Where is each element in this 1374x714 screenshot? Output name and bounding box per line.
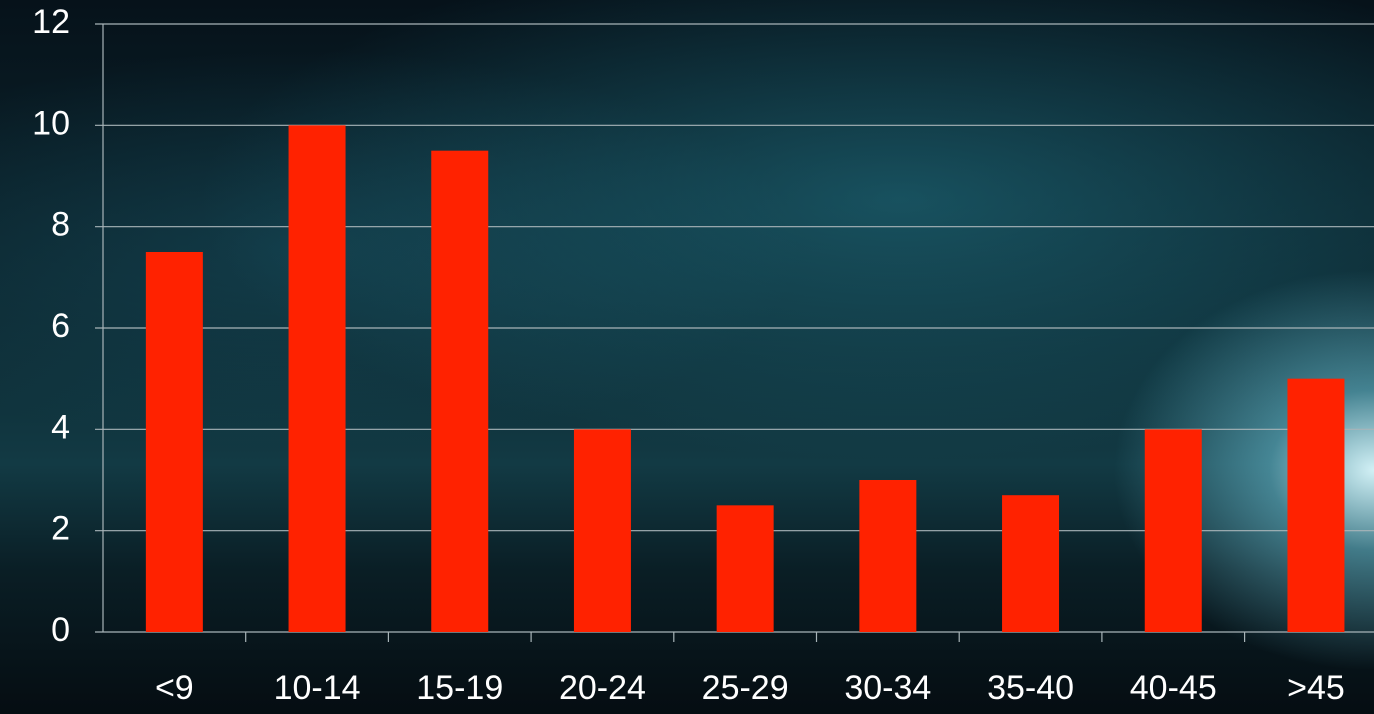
x-tick-label: 15-19 bbox=[416, 669, 503, 707]
y-tick-label: 0 bbox=[51, 611, 70, 649]
bar bbox=[716, 505, 774, 632]
x-tick-label: 10-14 bbox=[274, 669, 361, 707]
bar bbox=[859, 480, 917, 632]
x-tick-label: 40-45 bbox=[1130, 669, 1217, 707]
bar bbox=[1144, 429, 1202, 632]
y-tick-label: 8 bbox=[51, 206, 70, 244]
y-tick-label: 2 bbox=[51, 510, 70, 548]
x-tick-label: 30-34 bbox=[844, 669, 931, 707]
bar bbox=[1287, 378, 1345, 632]
y-tick-label: 4 bbox=[51, 408, 70, 446]
x-tick-label: 20-24 bbox=[559, 669, 646, 707]
x-tick-label: 35-40 bbox=[987, 669, 1074, 707]
bar bbox=[145, 252, 203, 632]
x-tick-label: 25-29 bbox=[702, 669, 789, 707]
bar bbox=[431, 150, 489, 632]
y-tick-label: 6 bbox=[51, 307, 70, 345]
y-tick-label: 12 bbox=[32, 3, 70, 41]
bar bbox=[1002, 495, 1060, 632]
x-tick-label: <9 bbox=[155, 669, 194, 707]
bar bbox=[288, 125, 346, 632]
y-tick-label: 10 bbox=[32, 104, 70, 142]
bar bbox=[573, 429, 631, 632]
x-tick-label: >45 bbox=[1287, 669, 1345, 707]
